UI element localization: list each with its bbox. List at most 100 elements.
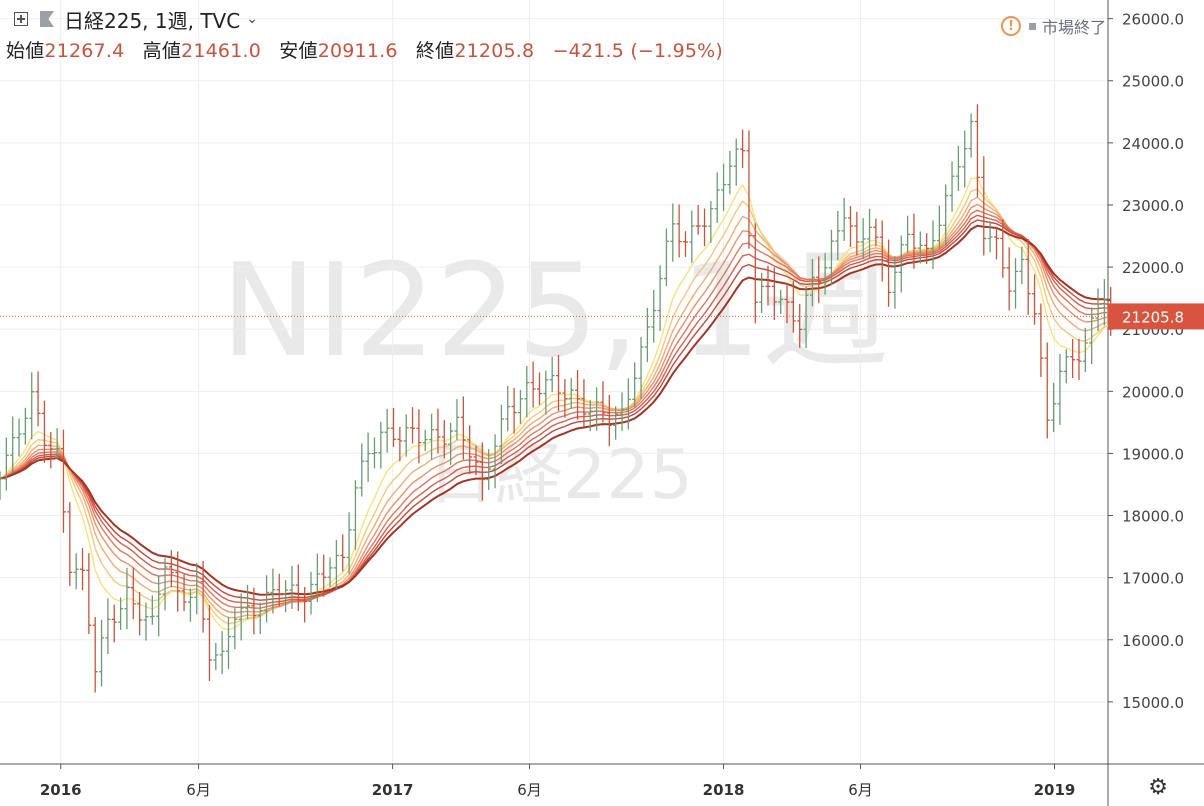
ohlc-bar [746, 130, 752, 249]
ohlc-bar [543, 370, 549, 415]
ohlc-bar [549, 356, 555, 393]
ohlc-bar [213, 642, 219, 671]
y-axis-tick-label: 26000.0 [1122, 11, 1184, 29]
ohlc-bar [454, 399, 460, 441]
ohlc-bar [143, 602, 149, 641]
ohlc-bar [232, 608, 238, 650]
warning-icon[interactable]: ! [1000, 16, 1021, 36]
ohlc-bar [1063, 349, 1069, 384]
ohlc-bar [448, 422, 454, 466]
watermark-name: 日経225 [427, 436, 693, 515]
ohlc-bar [784, 283, 790, 324]
ohlc-bar [803, 286, 809, 349]
ohlc-bar [321, 554, 327, 597]
close-label: 終値 [415, 40, 455, 62]
ohlc-bar [1032, 274, 1038, 325]
ohlc-bar [22, 407, 28, 445]
ohlc-bar [816, 256, 822, 304]
y-axis-tick-label: 15000.0 [1122, 694, 1184, 712]
ohlc-bar [727, 151, 733, 195]
ohlc-bar [378, 421, 384, 469]
ohlc-bar [1070, 338, 1076, 379]
moving-average-line [0, 177, 1111, 631]
ohlc-bar [930, 220, 936, 269]
ohlc-bar [352, 480, 358, 550]
last-price-label: 21205.8 [1122, 308, 1184, 326]
last-price-tag [1108, 303, 1204, 330]
ohlc-bar [371, 437, 377, 469]
ohlc-bar [797, 303, 803, 348]
ohlc-bar [441, 419, 447, 459]
ohlc-bar [429, 413, 435, 460]
ohlc-bar [949, 161, 955, 212]
flag-icon[interactable] [40, 11, 54, 27]
open-label: 始値 [6, 40, 45, 62]
ohlc-bar [1057, 353, 1063, 425]
ohlc-bar [936, 205, 942, 249]
ohlc-bar [714, 172, 720, 223]
ohlc-bar [181, 574, 187, 612]
x-axis-tick-label: 2019 [1034, 781, 1076, 799]
ohlc-bar [479, 442, 485, 501]
ohlc-bar [530, 361, 536, 408]
ohlc-bar [682, 231, 688, 257]
ohlc-bar [194, 563, 200, 615]
ohlc-bar [0, 471, 3, 500]
ohlc-bar [1000, 219, 1006, 278]
moving-average-line [0, 219, 1111, 601]
ohlc-bar [416, 409, 422, 464]
high-label: 高値 [142, 40, 182, 62]
x-axis-tick-label: 6月 [848, 781, 873, 799]
ohlc-bar [606, 394, 612, 447]
close-value: 21205.8 [454, 40, 535, 62]
ohlc-bar [327, 557, 333, 587]
high-value: 21461.0 [181, 40, 262, 62]
ohlc-bar [175, 551, 181, 612]
status-dot [1028, 22, 1036, 30]
ohlc-bar [708, 201, 714, 243]
ohlc-bar [600, 381, 606, 423]
ohlc-bar [759, 272, 765, 313]
ohlc-bar [314, 553, 320, 602]
ohlc-bar [391, 407, 397, 447]
x-axis-tick-label: 6月 [517, 781, 542, 799]
ohlc-bar [295, 564, 301, 612]
gear-icon[interactable]: ⚙ [1148, 775, 1168, 800]
symbol-title[interactable]: 日経225, 1週, TVC [64, 8, 241, 33]
plus-square-icon[interactable] [14, 12, 28, 26]
ohlc-bar [511, 388, 517, 434]
ohlc-bar [308, 571, 314, 615]
ohlc-bar [105, 598, 111, 655]
ohlc-bar [987, 221, 993, 253]
ohlc-bar [790, 280, 796, 333]
ohlc-bar [206, 605, 212, 682]
ohlc-bar [492, 434, 498, 489]
y-axis-tick-label: 16000.0 [1122, 632, 1184, 650]
ohlc-bar [974, 104, 980, 198]
ohlc-bar [968, 113, 974, 158]
ohlc-bar [333, 540, 339, 589]
ohlc-bar [92, 616, 98, 693]
ohlc-bar [486, 449, 492, 490]
ohlc-bar [924, 233, 930, 264]
ohlc-bar [1019, 246, 1025, 285]
y-axis-tick-label: 17000.0 [1122, 570, 1184, 588]
ohlc-bar [124, 567, 130, 630]
chevron-down-icon[interactable]: ⌄ [246, 11, 258, 27]
ohlc-bar [898, 235, 904, 293]
ohlc-bar [943, 184, 949, 246]
ohlc-bar [1038, 303, 1044, 377]
ohlc-bar [257, 602, 263, 635]
legend: 日経225, 1週, TVC ⌄ 始値21267.4 高値21461.0 安値2… [6, 6, 723, 63]
ohlc-bar [663, 228, 669, 287]
ohlc-bar [721, 163, 727, 211]
ohlc-bar [993, 227, 999, 260]
ohlc-bar [200, 560, 206, 633]
y-axis-tick-label: 24000.0 [1122, 135, 1184, 153]
ohlc-bar [219, 631, 225, 675]
low-label: 安値 [279, 40, 318, 62]
ohlc-bar [67, 502, 73, 587]
ohlc-bar [809, 259, 815, 307]
ohlc-bar [981, 156, 987, 256]
